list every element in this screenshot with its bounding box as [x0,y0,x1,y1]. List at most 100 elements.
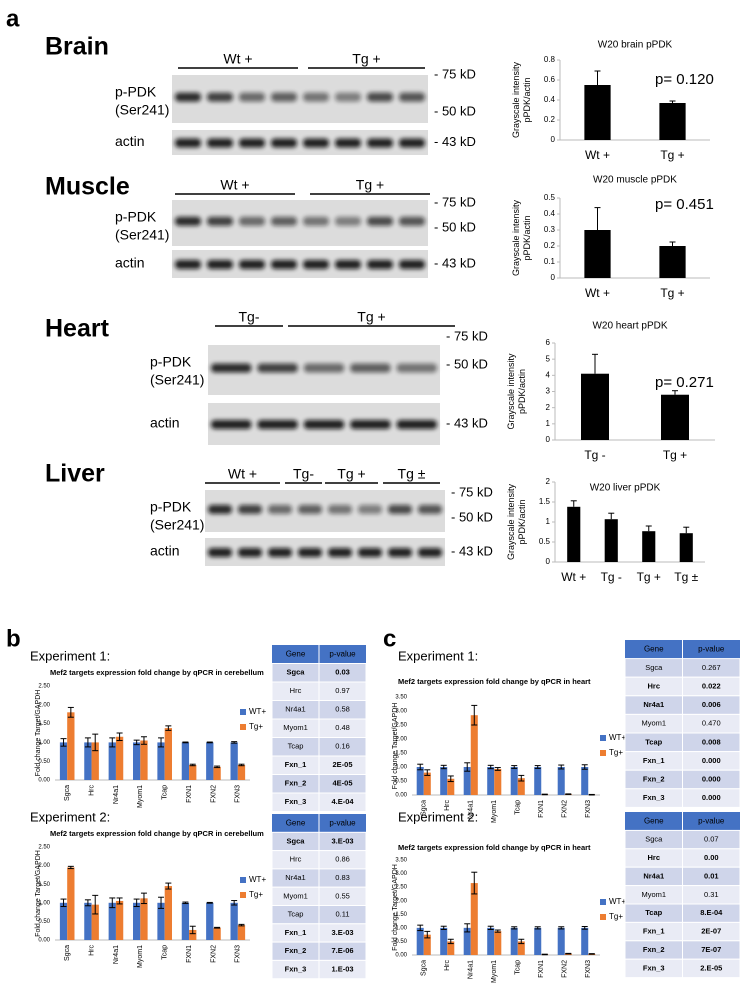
blot-band [335,138,361,148]
y-tick-label: 1.00 [38,740,50,746]
bar [115,736,124,780]
error-bar [534,765,541,769]
error-bar [683,526,690,534]
marker-label: - 75 kD [446,328,488,343]
table-cell: 0.31 [704,890,719,899]
error-bar [133,898,140,908]
table-cell: Fxn_3 [643,793,665,802]
table-cell: 0.97 [335,686,350,695]
x-tick-label: Tcap [515,960,522,975]
table-cell: 8.E-04 [700,908,723,917]
bar [133,902,141,940]
error-bar [494,767,501,771]
table-cell: 2E-05 [332,760,352,769]
table-cell: Fxn_3 [643,963,665,972]
legend-label: WT+ [249,875,266,884]
bar [581,767,589,795]
error-bar [189,763,196,767]
error-bar [92,894,99,915]
y-tick-label: 2.50 [38,684,50,690]
y-tick-label: 0.1 [544,257,556,266]
error-bar [594,70,601,85]
marker-label: - 43 kD [446,415,488,430]
error-bar [471,871,478,895]
error-bar [417,763,424,771]
bar [230,742,238,780]
bar [230,902,238,940]
x-tick-label: FXN3 [585,960,592,978]
bar [108,742,116,780]
table-cell: Sgca [287,668,306,677]
blot-band [211,420,252,429]
x-tick-label: Tcap [515,800,522,815]
annotation: p= 0.451 [655,196,714,213]
error-bar [84,899,91,907]
x-tick-label: Nr4a1 [468,800,475,819]
bar [237,764,246,780]
blot-band [175,138,201,148]
marker-label: - 50 kD [434,103,476,118]
legend-label: Tg+ [609,748,623,757]
experiment-label: Experiment 2: [398,809,478,824]
y-tick-label: 0.00 [38,778,50,784]
table-header-cell: Gene [644,816,664,825]
error-bar [60,738,67,747]
error-bar [565,952,572,955]
table-cell: Fxn_1 [285,760,307,769]
y-tick-label: 2.00 [395,737,407,743]
error-bar [133,739,140,746]
blot-band [399,216,425,226]
bar [584,85,611,140]
error-bar [645,525,652,532]
experiment-label: Experiment 1: [398,648,478,663]
blot-band [335,260,361,269]
table-cell: 0.000 [702,793,721,802]
lane-group-label: Tg ± [398,466,426,482]
error-bar [464,923,471,933]
x-tick-label: Myom1 [491,800,498,823]
x-tick-label: Sgca [421,960,428,976]
x-tick-label: Nr4a1 [468,960,475,979]
error-bar [669,100,676,103]
marker-label: - 75 kD [434,194,476,209]
legend-label: Tg+ [249,722,263,731]
y-tick-label: 3.00 [395,871,407,877]
y-tick-label: 1.50 [38,882,50,888]
y-tick-label: 3 [546,387,551,396]
table-cell: Hrc [290,855,302,864]
table-cell: Fxn_2 [643,945,665,954]
legend-swatch [600,899,606,905]
blot-band [328,548,352,557]
blot-band [367,260,393,269]
blot-band [207,92,233,102]
x-tick-label: Myom1 [137,785,144,808]
bar [140,740,148,780]
table-cell: Nr4a1 [643,871,664,880]
table-cell: 3.E-03 [331,836,353,845]
y-axis-label: pPDK/actin [522,215,532,260]
table-cell: 0.00 [704,853,719,862]
y-axis-label: Fold change Target/GAPDH [392,864,399,951]
x-tick-label: FXN1 [538,960,545,978]
table-cell: Fxn_3 [285,965,307,974]
blot-band [303,260,329,269]
blot-band [303,138,329,148]
chart-title: W20 liver pPDK [590,483,661,494]
x-tick-label: Tg - [584,448,605,462]
blot-band [271,92,297,102]
bar [181,902,190,940]
marker-label: - 43 kD [451,543,493,558]
table-cell: Myom1 [283,723,308,732]
bar [557,927,565,955]
error-bar [92,733,99,752]
table-cell: 0.006 [702,700,721,709]
legend-label: WT+ [609,897,626,906]
marker-label: - 75 kD [434,66,476,81]
table-header-cell: p-value [329,649,356,658]
y-axis-label: pPDK/actin [517,499,527,544]
chart-title: W20 brain pPDK [598,40,673,51]
marker-label: - 43 kD [434,134,476,149]
blot-band [399,138,425,148]
blot-band [239,92,265,102]
bar [517,941,525,955]
